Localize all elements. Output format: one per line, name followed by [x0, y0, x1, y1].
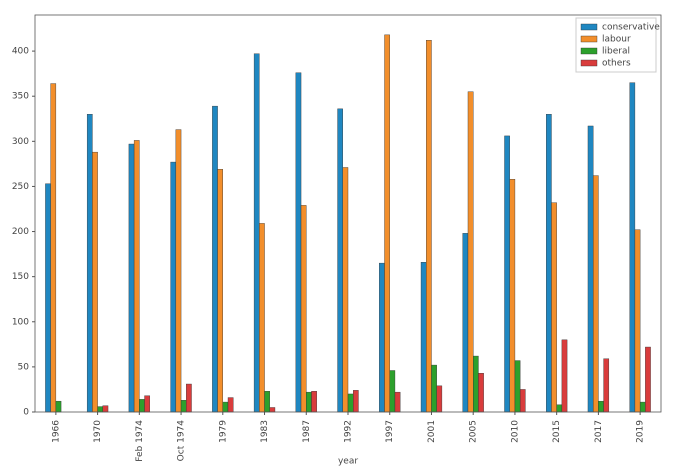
- bar: [473, 355, 479, 413]
- bar: [431, 364, 437, 413]
- legend-label: labour: [602, 35, 631, 45]
- x-tick-label: 1983: [260, 420, 270, 443]
- x-tick-label: Feb 1974: [135, 420, 145, 462]
- x-tick-label: 2019: [636, 420, 646, 443]
- x-tick-label: 2005: [469, 420, 479, 443]
- legend-label: liberal: [602, 47, 630, 57]
- bar: [300, 205, 307, 413]
- bar: [133, 140, 140, 413]
- y-tick-label: 300: [12, 137, 29, 147]
- y-tick-label: 350: [12, 92, 29, 102]
- x-tick-label: 1966: [51, 420, 61, 443]
- bar: [170, 161, 177, 413]
- bar: [227, 397, 234, 413]
- x-tick-label: 2001: [427, 420, 437, 443]
- bar: [295, 72, 302, 413]
- x-tick-label: 1970: [93, 420, 103, 443]
- bar: [139, 399, 145, 413]
- bar: [144, 395, 150, 413]
- bar: [264, 391, 270, 413]
- x-tick-label: 1997: [385, 420, 395, 443]
- x-tick-label: 1987: [302, 420, 312, 443]
- x-tick-label: 2015: [552, 420, 562, 443]
- bar: [504, 135, 510, 413]
- bar: [546, 114, 552, 413]
- x-tick-label: Oct 1974: [177, 420, 187, 462]
- bar: [556, 404, 563, 413]
- bar: [519, 389, 526, 413]
- bar: [128, 143, 135, 413]
- legend-label: others: [602, 59, 631, 69]
- bar: [598, 400, 604, 413]
- y-tick-label: 200: [12, 227, 29, 237]
- bar: [389, 370, 396, 413]
- bar: [45, 183, 51, 413]
- bar: [561, 339, 568, 413]
- bar: [639, 401, 646, 413]
- bar: [97, 406, 104, 413]
- bar: [384, 34, 390, 413]
- bar: [269, 407, 276, 413]
- bar: [426, 40, 432, 413]
- bar: [347, 393, 354, 413]
- bar: [175, 129, 182, 413]
- legend-swatch: [580, 59, 598, 67]
- bar: [353, 390, 359, 413]
- y-tick-label: 150: [12, 272, 29, 282]
- bar: [180, 400, 187, 413]
- bar: [467, 91, 474, 413]
- bar: [102, 405, 109, 413]
- bar: [634, 229, 641, 413]
- legend-swatch: [580, 23, 598, 31]
- bar: [259, 223, 265, 413]
- bar: [645, 346, 651, 413]
- y-tick-label: 50: [18, 362, 30, 372]
- legend-swatch: [580, 47, 598, 55]
- legend-label: conservative: [602, 23, 660, 33]
- bar: [592, 175, 599, 413]
- bar: [551, 202, 557, 413]
- bar: [478, 373, 484, 413]
- y-tick-label: 400: [12, 47, 29, 57]
- y-tick-label: 0: [23, 408, 29, 418]
- bar: [514, 360, 521, 413]
- bar: [379, 262, 385, 413]
- bar: [587, 125, 594, 413]
- bar: [217, 169, 223, 413]
- x-tick-label: 1979: [218, 420, 228, 443]
- bar: [509, 179, 516, 413]
- y-tick-label: 250: [12, 182, 29, 192]
- x-axis-label: year: [338, 457, 358, 467]
- bar: [342, 167, 349, 413]
- y-tick-label: 100: [12, 317, 29, 327]
- bar: [394, 391, 401, 413]
- legend-swatch: [580, 35, 598, 43]
- bar: [253, 53, 260, 413]
- bar: [420, 262, 427, 413]
- bar: [462, 233, 469, 413]
- x-tick-label: 1992: [344, 420, 354, 443]
- bar: [306, 391, 312, 413]
- bar: [222, 401, 229, 413]
- x-tick-label: 2010: [510, 420, 520, 443]
- bar: [92, 151, 98, 413]
- bar: [50, 83, 57, 413]
- bar: [86, 114, 93, 413]
- bar: [603, 358, 610, 413]
- bar: [186, 383, 192, 413]
- plot-frame: [34, 14, 662, 413]
- bar: [629, 82, 636, 413]
- bar: [55, 400, 62, 413]
- bar: [436, 385, 443, 413]
- bar: [337, 108, 343, 413]
- bar: [212, 105, 218, 413]
- bar: [311, 391, 317, 413]
- x-tick-label: 2017: [594, 420, 604, 443]
